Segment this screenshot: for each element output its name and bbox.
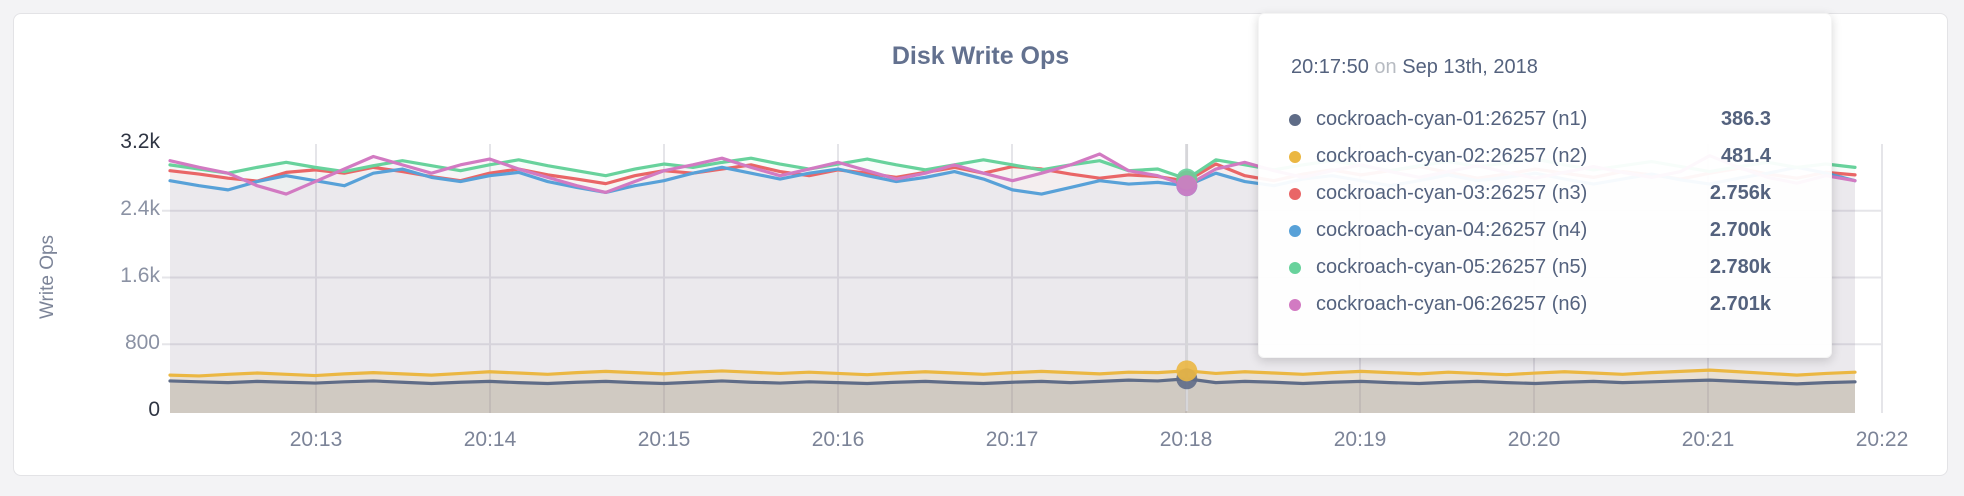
tooltip-series-row: cockroach-cyan-02:26257 (n2) 481.4	[1289, 138, 1771, 175]
series-label: cockroach-cyan-02:26257 (n2)	[1316, 145, 1588, 167]
tooltip-on-word: on	[1374, 56, 1397, 78]
tooltip-header: 20:17:50 on Sep 13th, 2018	[1289, 56, 1771, 79]
series-color-dot-icon	[1289, 298, 1301, 311]
y-tick-label: 0	[148, 398, 160, 421]
y-tick-label: 2.4k	[120, 197, 160, 220]
x-tick-label: 20:13	[289, 428, 343, 451]
series-label: cockroach-cyan-05:26257 (n5)	[1316, 256, 1588, 278]
series-value: 2.756k	[1709, 182, 1771, 204]
series-label: cockroach-cyan-06:26257 (n6)	[1316, 293, 1588, 315]
tooltip-series-row: cockroach-cyan-05:26257 (n5) 2.780k	[1289, 249, 1771, 286]
x-tick-label: 20:21	[1681, 428, 1735, 451]
tooltip-time: 20:17:50	[1291, 56, 1369, 78]
hover-point-n2	[1176, 360, 1198, 382]
x-tick-label: 20:20	[1507, 428, 1561, 451]
series-color-dot-icon	[1289, 150, 1301, 163]
tooltip-date: Sep 13th, 2018	[1402, 56, 1538, 78]
chart-title: Disk Write Ops	[891, 42, 1070, 70]
series-line-n2	[168, 368, 1857, 378]
chart-hover-tooltip: 20:17:50 on Sep 13th, 2018 cockroach-cya…	[1258, 13, 1832, 358]
y-tick-label: 800	[124, 331, 160, 354]
series-label: cockroach-cyan-04:26257 (n4)	[1316, 219, 1588, 241]
series-value: 2.780k	[1709, 256, 1771, 278]
series-color-dot-icon	[1289, 261, 1301, 274]
series-line-n1	[168, 377, 1857, 386]
y-tick-label: 1.6k	[120, 264, 160, 287]
series-value: 386.3	[1720, 108, 1771, 130]
x-tick-label: 20:19	[1333, 428, 1387, 451]
x-tick-label: 20:14	[463, 428, 517, 451]
series-value: 2.701k	[1709, 293, 1771, 315]
x-tick-label: 20:15	[637, 428, 691, 451]
series-label: cockroach-cyan-03:26257 (n3)	[1316, 182, 1588, 204]
series-value: 2.700k	[1709, 219, 1771, 241]
tooltip-series-row: cockroach-cyan-06:26257 (n6) 2.701k	[1289, 286, 1771, 323]
series-color-dot-icon	[1289, 224, 1301, 237]
x-tick-label: 20:17	[985, 428, 1039, 451]
series-label: cockroach-cyan-01:26257 (n1)	[1316, 108, 1588, 130]
x-tick-label: 20:18	[1159, 428, 1213, 451]
series-value: 481.4	[1720, 145, 1771, 167]
hover-point-n6	[1176, 175, 1198, 197]
x-tick-label: 20:16	[811, 428, 865, 451]
series-color-dot-icon	[1289, 187, 1301, 200]
tooltip-series-row: cockroach-cyan-04:26257 (n4) 2.700k	[1289, 212, 1771, 249]
x-tick-label: 20:22	[1855, 428, 1909, 451]
y-tick-label: 3.2k	[120, 130, 160, 153]
tooltip-series-row: cockroach-cyan-01:26257 (n1) 386.3	[1289, 101, 1771, 138]
series-color-dot-icon	[1289, 113, 1301, 126]
tooltip-series-row: cockroach-cyan-03:26257 (n3) 2.756k	[1289, 175, 1771, 212]
series-area-n1	[170, 378, 1855, 413]
